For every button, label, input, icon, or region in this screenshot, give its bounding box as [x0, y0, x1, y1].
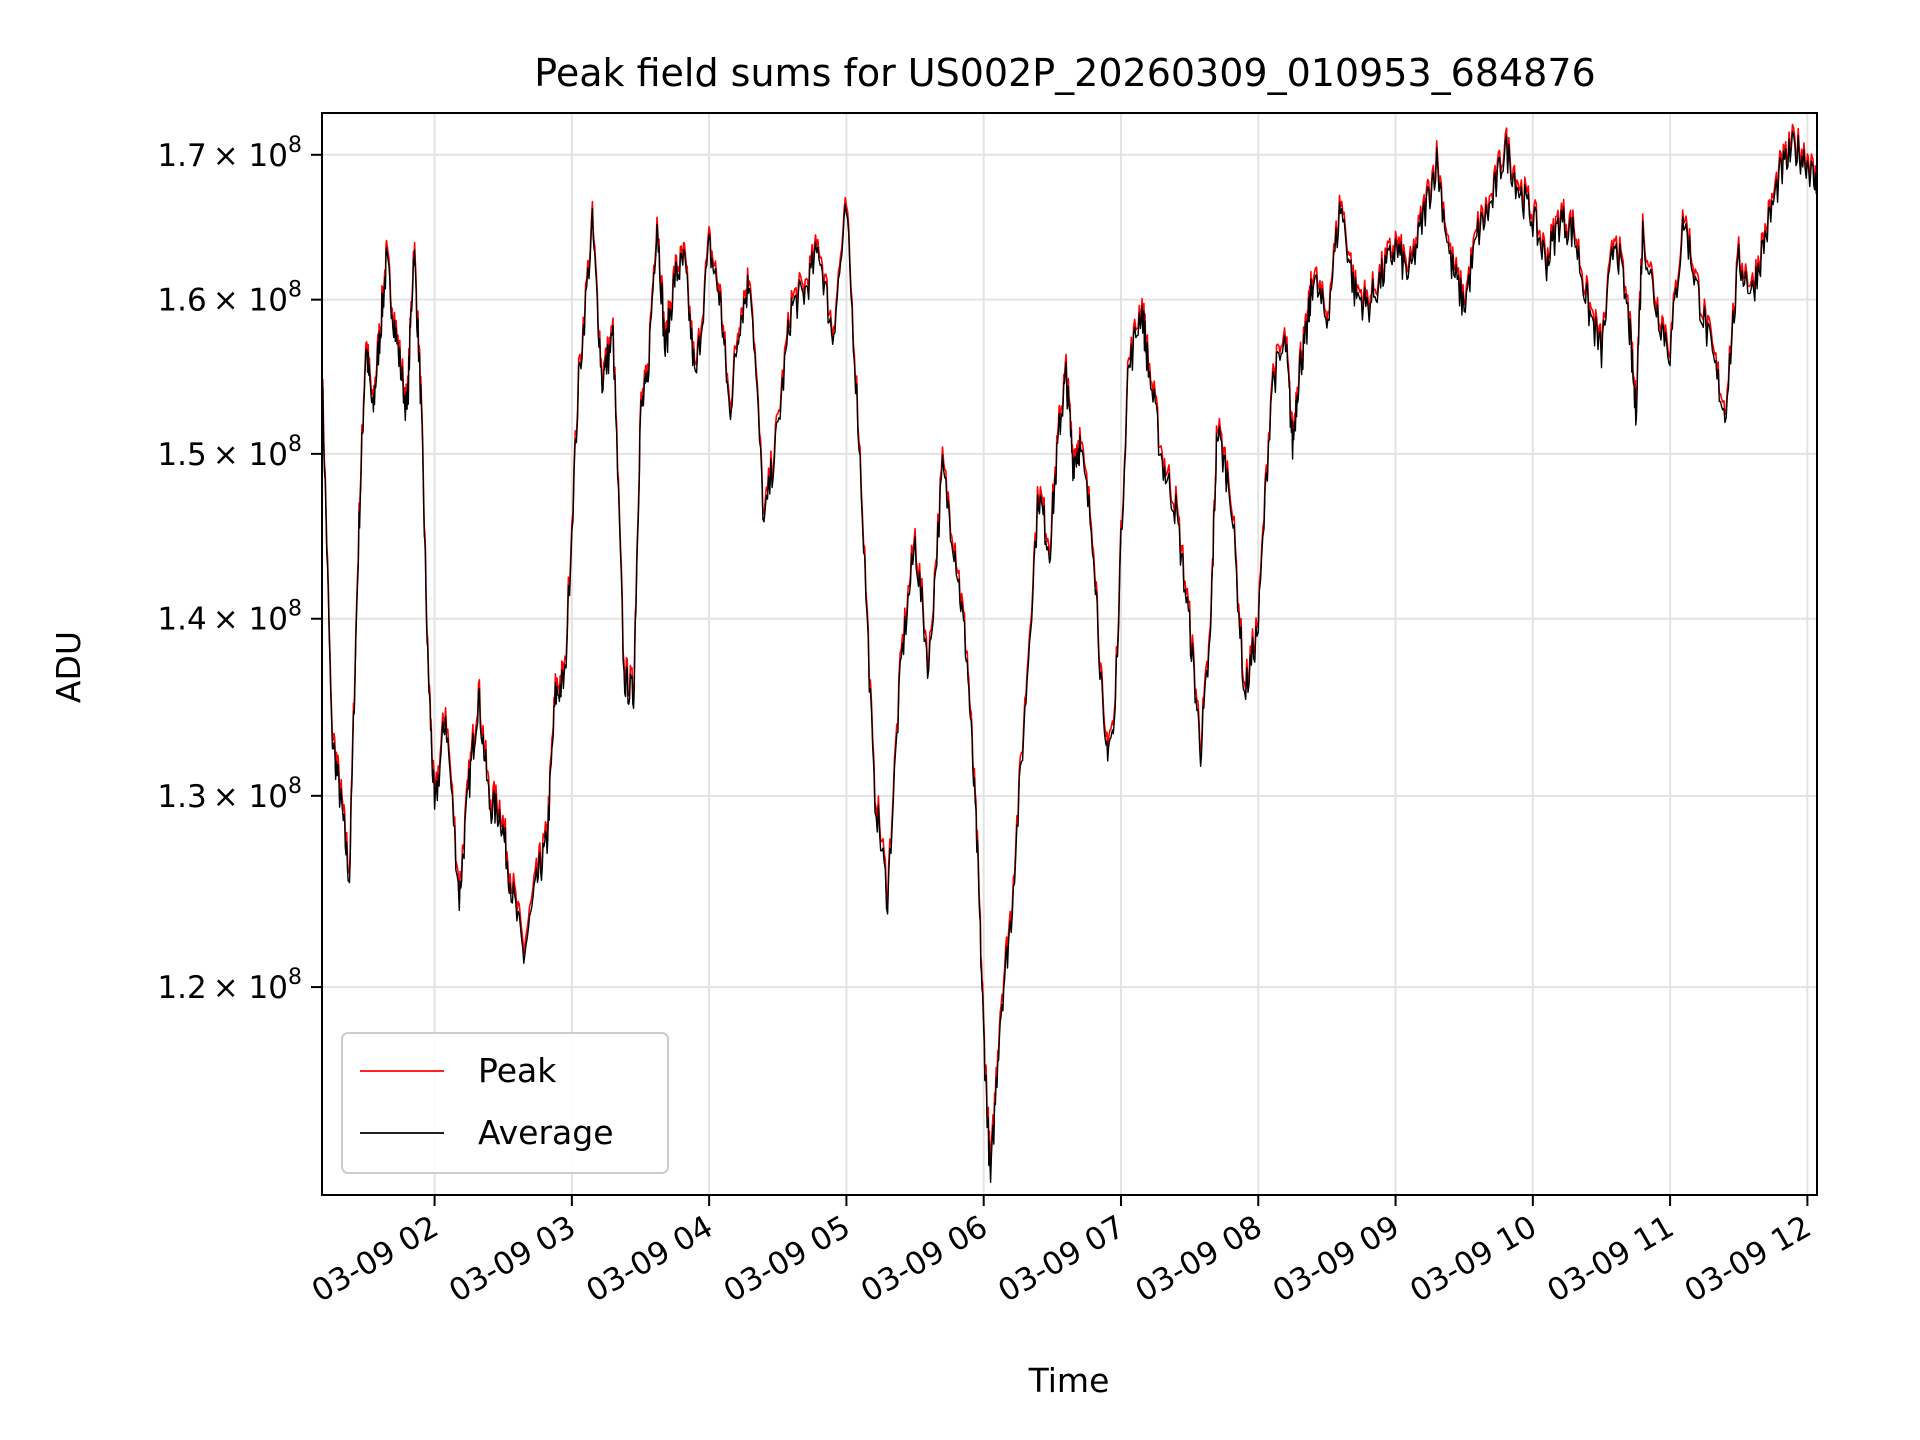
- y-tick-mantissa: 1.5: [157, 437, 206, 473]
- chart-title: Peak field sums for US002P_20260309_0109…: [534, 51, 1595, 95]
- y-tick-exponent: 8: [288, 278, 302, 303]
- y-tick-base: × 10: [213, 138, 288, 174]
- y-tick-mantissa: 1.3: [157, 779, 206, 815]
- y-tick-base: × 10: [213, 602, 288, 638]
- y-tick-label: 1.6 × 108: [157, 278, 302, 319]
- series-line-average: [321, 130, 1818, 1184]
- plot-frame: [321, 112, 1818, 1196]
- y-tick-exponent: 8: [288, 774, 302, 799]
- y-tick-label: 1.2 × 108: [157, 965, 302, 1006]
- grid: [322, 113, 1817, 1195]
- legend-box: [341, 1032, 669, 1174]
- y-tick-exponent: 8: [288, 965, 302, 990]
- y-tick-base: × 10: [213, 779, 288, 815]
- y-tick-mantissa: 1.7: [157, 138, 206, 174]
- y-tick-label: 1.7 × 108: [157, 133, 302, 174]
- y-tick-base: × 10: [213, 437, 288, 473]
- y-tick-mantissa: 1.4: [157, 602, 206, 638]
- y-axis-label: ADU: [49, 631, 88, 703]
- y-tick-label: 1.4 × 108: [157, 597, 302, 638]
- y-tick-mantissa: 1.6: [157, 283, 206, 319]
- y-tick-base: × 10: [213, 970, 288, 1006]
- y-tick-exponent: 8: [288, 432, 302, 457]
- series-lines: [321, 123, 1818, 1184]
- y-tick-base: × 10: [213, 283, 288, 319]
- legend-label-average: Average: [478, 1113, 614, 1152]
- y-tick-exponent: 8: [288, 133, 302, 158]
- legend-label-peak: Peak: [478, 1051, 557, 1090]
- legend: Peak Average: [341, 1032, 669, 1174]
- y-tick-mantissa: 1.2: [157, 970, 206, 1006]
- y-tick-exponent: 8: [288, 597, 302, 622]
- y-tick-label: 1.3 × 108: [157, 774, 302, 815]
- x-axis-label: Time: [1028, 1361, 1110, 1400]
- y-tick-label: 1.5 × 108: [157, 432, 302, 473]
